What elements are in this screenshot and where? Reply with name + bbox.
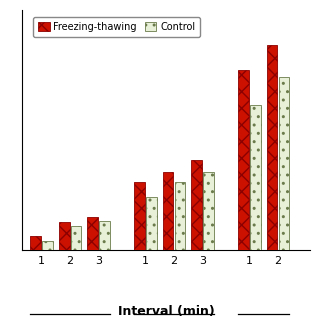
Bar (42, 241, 53, 250)
X-axis label: Interval (min): Interval (min) (118, 305, 215, 318)
Bar (250, 105, 260, 250)
Bar (163, 172, 173, 250)
Bar (278, 77, 289, 250)
Bar (175, 182, 185, 250)
Bar (71, 226, 82, 250)
Bar (146, 197, 157, 250)
Bar (134, 182, 145, 250)
Bar (238, 70, 249, 250)
Legend: Freezing-thawing, Control: Freezing-thawing, Control (33, 17, 200, 36)
Bar (267, 44, 277, 250)
Bar (203, 172, 214, 250)
Bar (100, 220, 110, 250)
Bar (191, 160, 202, 250)
Bar (87, 217, 98, 250)
Bar (30, 236, 41, 250)
Bar (59, 222, 69, 250)
